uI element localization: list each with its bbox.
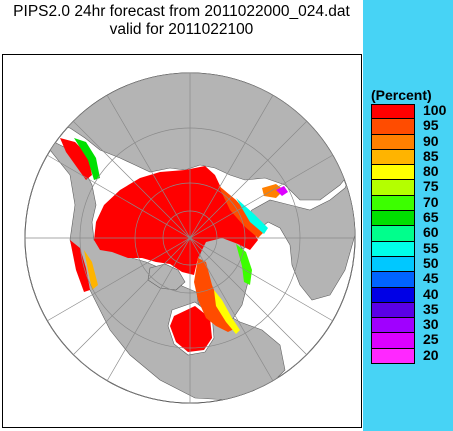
legend-label: 95	[423, 117, 439, 134]
legend-swatch	[371, 348, 415, 365]
legend-label: 100	[423, 102, 447, 118]
legend-label: 80	[423, 163, 439, 180]
graticule	[24, 72, 356, 404]
legend-label: 25	[423, 331, 439, 348]
legend-entry: 50	[371, 254, 451, 273]
legend-swatch	[371, 149, 415, 166]
legend-entry: 25	[371, 331, 451, 349]
legend-swatch	[371, 241, 415, 257]
legend-swatch	[371, 134, 415, 150]
legend-label: 90	[423, 132, 439, 149]
legend-swatch	[371, 256, 415, 273]
title-line-2: valid for 2011022100	[109, 21, 254, 38]
sea-ice-margin-greenland	[236, 244, 252, 285]
legend-swatch	[371, 272, 415, 288]
legend-entry: 95	[371, 117, 451, 135]
legend-title: (Percent)	[371, 87, 432, 103]
legend-swatch	[371, 165, 415, 181]
legend-label: 70	[423, 193, 439, 210]
legend-label: 20	[423, 346, 439, 363]
sea-ice-bering-margin	[84, 250, 98, 290]
legend-label: 65	[423, 209, 439, 226]
legend-swatch	[371, 211, 415, 227]
legend-entry: 65	[371, 209, 451, 227]
legend-label: 85	[423, 147, 439, 164]
legend-entry: 55	[371, 239, 451, 257]
map-layers	[29, 73, 355, 401]
legend-entry: 30	[371, 316, 451, 334]
legend-entry: 40	[371, 285, 451, 303]
legend-entry: 80	[371, 163, 451, 181]
legend-entry: 20	[371, 346, 451, 365]
sea-ice-margin-baffin	[214, 290, 240, 334]
title-line-1: PIPS2.0 24hr forecast from 2011022000_02…	[13, 3, 350, 20]
sea-ice-baltic	[262, 184, 284, 198]
legend-swatch	[371, 318, 415, 334]
legend-label: 40	[423, 285, 439, 302]
legend-swatch	[371, 104, 415, 120]
legend-label: 75	[423, 178, 439, 195]
sea-ice-okhotsk	[60, 138, 92, 180]
legend-swatch	[371, 119, 415, 135]
legend-entry: 35	[371, 300, 451, 319]
legend-label: 30	[423, 316, 439, 333]
legend-swatch	[371, 287, 415, 303]
legend-label: 35	[423, 300, 439, 317]
legend-entry: 85	[371, 147, 451, 166]
legend-entry: 60	[371, 224, 451, 242]
legend-swatch	[371, 195, 415, 212]
color-legend: 100 95 90 85 80 75 70 65 60 55 50 45 40 35 30 25 20	[371, 102, 451, 365]
legend-label: 45	[423, 270, 439, 287]
legend-swatch	[371, 333, 415, 349]
legend-swatch	[371, 226, 415, 242]
legend-label: 50	[423, 254, 439, 271]
sea-ice-bering	[70, 240, 90, 292]
sea-ice-baltic-margin	[276, 186, 288, 196]
legend-entry: 75	[371, 178, 451, 196]
legend-label: 55	[423, 239, 439, 256]
sea-ice-hudson	[170, 306, 212, 352]
sea-ice-okhotsk-margin	[74, 138, 100, 180]
legend-label: 60	[423, 224, 439, 241]
legend-entry: 70	[371, 193, 451, 212]
legend-entry: 90	[371, 132, 451, 150]
sea-ice-main	[94, 166, 258, 275]
legend-swatch	[371, 180, 415, 196]
legend-entry: 100	[371, 102, 451, 120]
legend-entry: 45	[371, 270, 451, 288]
legend-swatch	[371, 302, 415, 319]
